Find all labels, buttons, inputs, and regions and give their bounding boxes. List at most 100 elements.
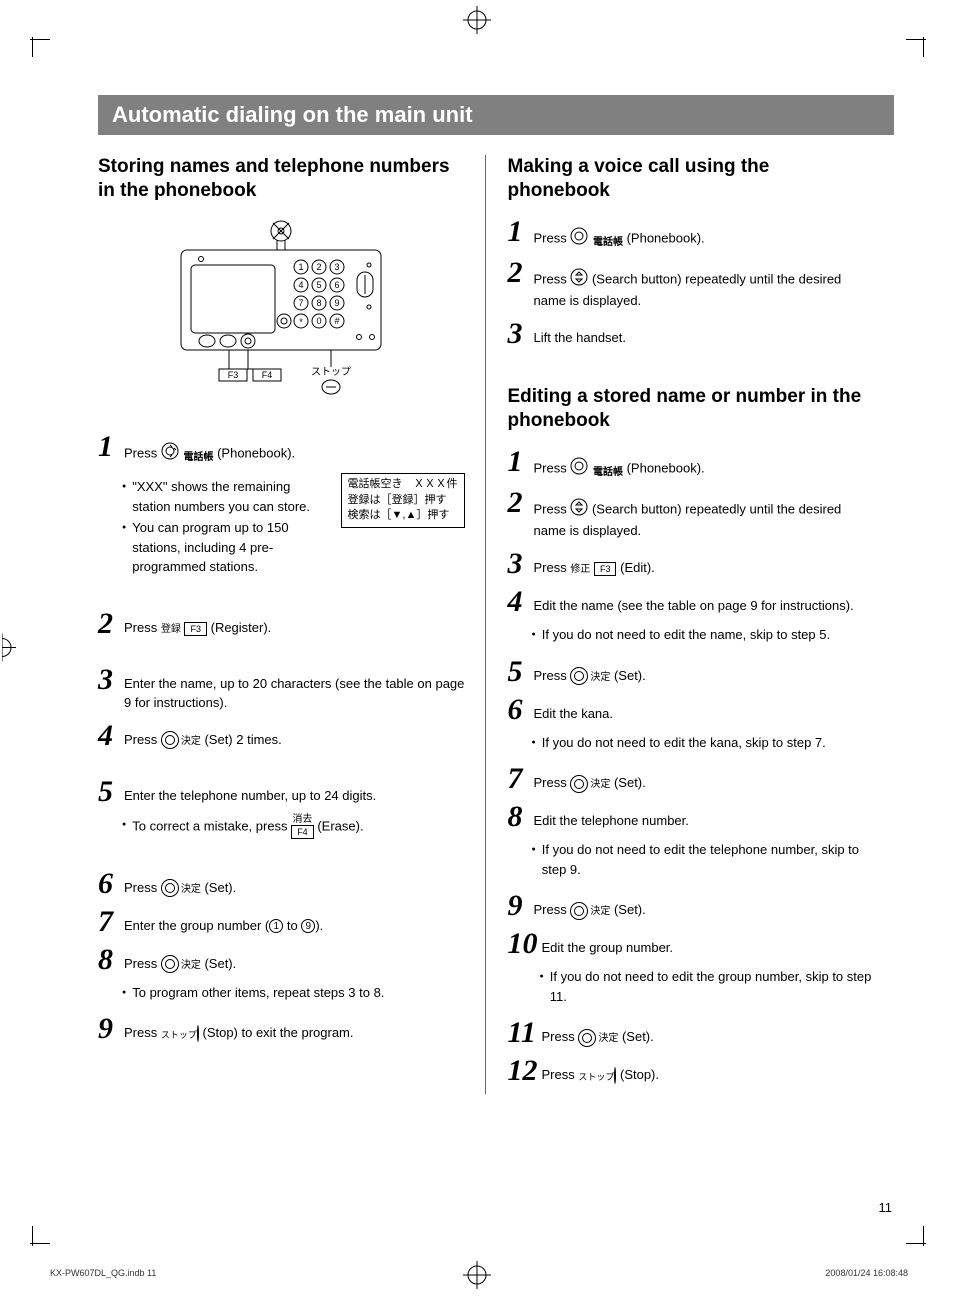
left-step-5: 5 Enter the telephone number, up to 24 d… [98, 777, 465, 807]
step-text: Enter the telephone number, up to 24 dig… [124, 777, 465, 806]
step-number: 8 [98, 945, 124, 975]
step-text: to [283, 918, 301, 933]
heading-voice-call: Making a voice call using the phonebook [508, 155, 875, 203]
step-number: 1 [508, 447, 534, 477]
left-step-9: 9 Press ストップ (Stop) to exit the program. [98, 1014, 465, 1044]
column-left: Storing names and telephone numbers in t… [98, 155, 485, 1094]
step-text: Enter the group number ( [124, 918, 269, 933]
step-text: Press [124, 1025, 161, 1040]
svg-text:F3: F3 [228, 370, 239, 380]
left-step-7: 7 Enter the group number (1 to 9). [98, 907, 465, 937]
step-number: 10 [508, 929, 542, 959]
step-number: 4 [508, 587, 534, 617]
step-text: (Set). [614, 902, 646, 917]
left-step-1: 1 Press 電話帳 (Phonebook). [98, 432, 465, 466]
step-number: 4 [98, 721, 124, 751]
step-text: (Set). [614, 668, 646, 683]
step-number: 6 [508, 695, 534, 725]
step-text: Press [124, 880, 161, 895]
step-text: Press [124, 620, 161, 635]
step-text: Press [534, 460, 571, 475]
svg-text:9: 9 [335, 298, 340, 308]
f4-erase-button-icon: 消去 F4 [291, 815, 314, 839]
step-number: 3 [508, 319, 534, 349]
footer-timestamp: 2008/01/24 16:08:48 [825, 1268, 908, 1278]
step-text: (Set) 2 times. [204, 732, 281, 747]
right2-step-8: 8 Edit the telephone number. [508, 802, 875, 832]
right1-step-1: 1 Press 電話帳 (Phonebook). [508, 217, 875, 251]
left-step-2: 2 Press 登録 F3 (Register). [98, 609, 465, 639]
phonebook-button-icon: 電話帳 [570, 457, 623, 481]
step-text: Press [534, 272, 571, 287]
step-text: (Set). [204, 956, 236, 971]
registration-mark-bottom [463, 1261, 491, 1294]
right2-step-10: 10 Edit the group number. [508, 929, 875, 959]
bullet-text: If you do not need to edit the kana, ski… [532, 733, 875, 753]
digit-icon: 9 [301, 919, 315, 933]
bullet-text: To program other items, repeat steps 3 t… [122, 983, 465, 1003]
right2-step-7: 7 Press 決定 (Set). [508, 764, 875, 794]
right2-step-12: 12 Press ストップ (Stop). [508, 1056, 875, 1086]
step-text: Press [124, 956, 161, 971]
phonebook-jp-label: 電話帳 [183, 452, 213, 463]
lcd-display-box: 電話帳空き ＸＸＸ件 登録は［登録］押す 検索は［▼,▲］押す [341, 473, 465, 527]
step-text: (Phonebook). [217, 445, 295, 460]
set-button-icon: 決定 [570, 667, 610, 686]
f3-edit-button-icon: 修正 F3 [570, 561, 616, 576]
crop-mark-bl [18, 1228, 48, 1258]
svg-text:2: 2 [317, 262, 322, 272]
step-text: (Set). [622, 1029, 654, 1044]
bullet-text: If you do not need to edit the name, ski… [532, 625, 875, 645]
step-text: Press [534, 230, 571, 245]
phonebook-button-icon: 電話帳 [161, 442, 214, 466]
left-step-8: 8 Press 決定 (Set). [98, 945, 465, 975]
svg-text:8: 8 [317, 298, 322, 308]
right2-step-5: 5 Press 決定 (Set). [508, 657, 875, 687]
stop-button-icon: ストップ [578, 1069, 616, 1082]
set-button-icon: 決定 [570, 774, 610, 793]
phonebook-button-icon: 電話帳 [570, 227, 623, 251]
step-text: Press [534, 560, 571, 575]
digit-icon: 1 [269, 919, 283, 933]
step-text: Edit the group number. [542, 929, 875, 958]
step-text: Press [534, 668, 571, 683]
bullet-text: If you do not need to edit the group num… [540, 967, 875, 1006]
set-button-icon: 決定 [161, 879, 201, 898]
step-number: 8 [508, 802, 534, 832]
right1-step-3: 3 Lift the handset. [508, 319, 875, 349]
step-text: Enter the name, up to 20 characters (see… [124, 665, 465, 713]
step-text: ). [315, 918, 323, 933]
step-number: 1 [98, 432, 124, 462]
step-number: 2 [508, 488, 534, 518]
search-button-icon [570, 498, 588, 522]
step-number: 7 [98, 907, 124, 937]
left-step-4: 4 Press 決定 (Set) 2 times. [98, 721, 465, 751]
step-text: (Register). [211, 620, 272, 635]
left-step-3: 3 Enter the name, up to 20 characters (s… [98, 665, 465, 713]
step-number: 9 [98, 1014, 124, 1044]
page-title-bar: Automatic dialing on the main unit [98, 95, 894, 135]
step-text: (Edit). [620, 560, 655, 575]
search-button-icon [570, 268, 588, 292]
svg-text:ストップ: ストップ [311, 366, 351, 378]
bullet-text: To correct a mistake, press 消去 F4 (Erase… [122, 815, 465, 839]
step-number: 12 [508, 1056, 542, 1086]
set-button-icon: 決定 [161, 731, 201, 750]
svg-text:#: # [335, 316, 340, 326]
svg-text:0: 0 [317, 316, 322, 326]
right2-step-11: 11 Press 決定 (Set). [508, 1018, 875, 1048]
set-button-icon: 決定 [161, 955, 201, 974]
bullet-text: If you do not need to edit the telephone… [532, 840, 875, 879]
left-step-6: 6 Press 決定 (Set). [98, 869, 465, 899]
svg-text:5: 5 [317, 280, 322, 290]
heading-storing: Storing names and telephone numbers in t… [98, 155, 465, 203]
step-text: (Set). [614, 775, 646, 790]
right2-step-1: 1 Press 電話帳 (Phonebook). [508, 447, 875, 481]
step-text: Edit the kana. [534, 695, 875, 724]
step-text: (Phonebook). [627, 230, 705, 245]
step-text: (Stop) to exit the program. [202, 1025, 353, 1040]
step-text: Edit the name (see the table on page 9 f… [534, 587, 875, 616]
step-text: Edit the telephone number. [534, 802, 875, 831]
step-number: 9 [508, 891, 534, 921]
step-number: 11 [508, 1018, 542, 1048]
